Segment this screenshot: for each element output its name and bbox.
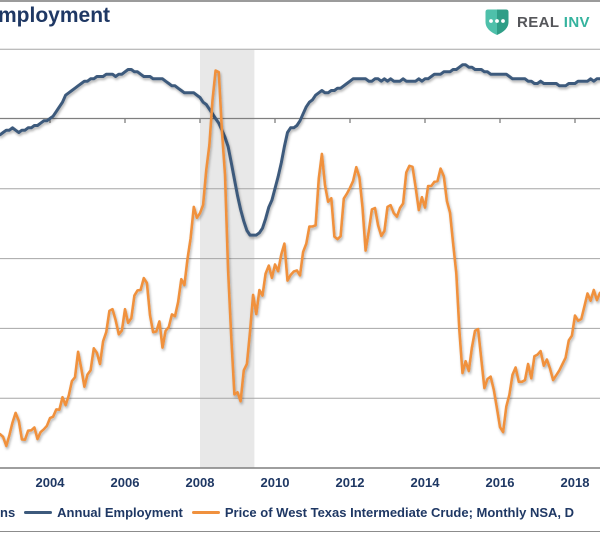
bottom-border-line — [0, 531, 600, 532]
brand-word-inv: INV — [563, 13, 590, 31]
x-axis-label-2010: 2010 — [260, 475, 290, 490]
brand-logo: REAL INV — [484, 8, 600, 36]
brand-text: REAL INV — [517, 14, 590, 31]
wti-crude-price-line — [0, 69, 600, 448]
legend-label-1: Annual Employment — [57, 504, 183, 520]
shield-icon — [485, 9, 509, 35]
annual-employment-line — [0, 63, 600, 237]
x-axis-label-2012: 2012 — [335, 475, 365, 490]
legend-label-0: ns — [0, 504, 16, 520]
brand-word-real: REAL — [517, 13, 560, 31]
chart-legend: ns Annual Employment Price of West Texas I… — [0, 503, 600, 521]
axis-lines — [0, 117, 600, 469]
chart-title: mployment — [0, 4, 111, 27]
x-axis-label-2004: 2004 — [35, 475, 65, 490]
x-axis-label-2006: 2006 — [110, 475, 140, 490]
x-axis-label-2016: 2016 — [485, 475, 515, 490]
x-axis-label-2018: 2018 — [560, 475, 590, 490]
x-axis-label-2008: 2008 — [185, 475, 215, 490]
top-border-line — [0, 0, 600, 2]
x-axis-tick-marks — [49, 118, 576, 123]
horizontal-gridlines — [0, 48, 600, 399]
legend-swatch-1 — [24, 510, 53, 514]
x-axis-label-2014: 2014 — [410, 475, 440, 490]
legend-label-2: Price of West Texas Intermediate Crude; … — [224, 504, 575, 520]
legend-swatch-2 — [191, 510, 220, 514]
